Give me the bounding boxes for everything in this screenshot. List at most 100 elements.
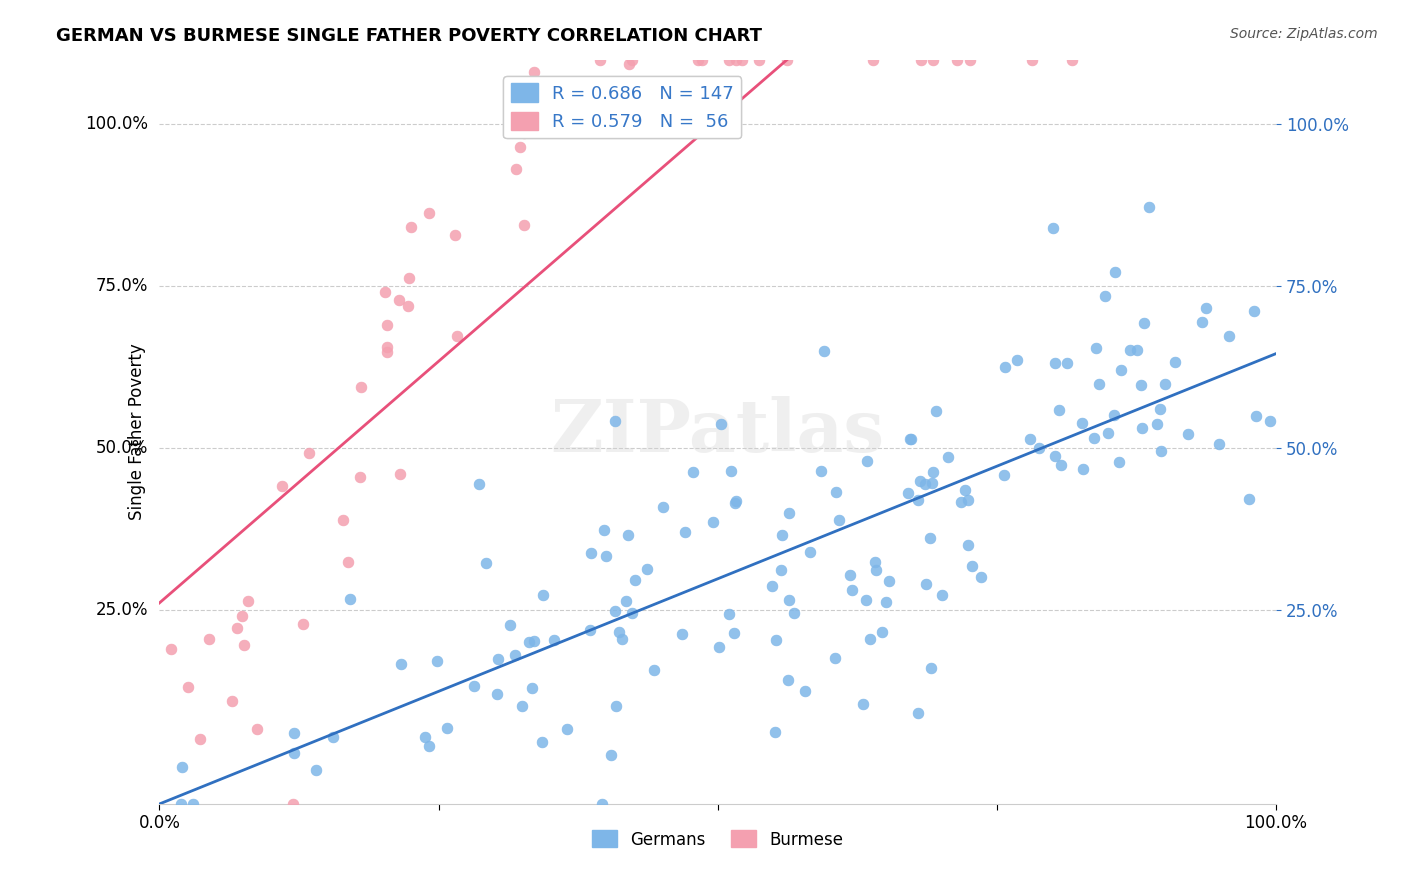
Point (682, 465, 704, 479)
Point (1244, 409, 1267, 423)
Point (605, 698, 627, 713)
Point (170, 760, 193, 774)
Point (609, 124, 631, 138)
Point (799, 545, 821, 559)
Point (898, 432, 921, 446)
Point (725, 493, 748, 508)
Text: 50.0%: 50.0% (96, 439, 148, 457)
Point (1139, 200, 1161, 214)
Point (852, 697, 875, 711)
Point (855, 592, 877, 607)
Point (1021, 53, 1043, 67)
Point (1070, 416, 1092, 430)
Point (1097, 425, 1119, 440)
Point (595, 549, 617, 563)
Point (1018, 433, 1040, 447)
Point (710, 417, 733, 431)
Point (778, 593, 800, 607)
Point (921, 475, 943, 490)
Point (707, 640, 730, 654)
Point (418, 205, 440, 219)
Point (624, 574, 647, 588)
Point (643, 663, 665, 677)
Point (188, 732, 211, 747)
Point (813, 343, 835, 358)
Text: 75.0%: 75.0% (96, 277, 148, 295)
Point (486, 652, 509, 666)
Point (513, 218, 536, 232)
Point (875, 595, 897, 609)
Point (1258, 414, 1281, 428)
Point (770, 528, 793, 542)
Point (1102, 408, 1125, 422)
Point (969, 570, 991, 584)
Point (1056, 356, 1078, 370)
Point (533, 588, 555, 602)
Point (463, 679, 485, 693)
Text: 25.0%: 25.0% (96, 601, 148, 619)
Point (283, 725, 305, 739)
Point (730, 53, 752, 67)
Point (920, 661, 942, 675)
Point (292, 616, 315, 631)
Point (336, 555, 359, 569)
Point (415, 730, 437, 744)
Point (399, 220, 422, 235)
Point (339, 592, 361, 607)
Point (591, 797, 613, 811)
Y-axis label: Single Father Poverty: Single Father Poverty (128, 343, 146, 520)
Point (607, 625, 630, 640)
Point (1218, 329, 1240, 343)
Point (389, 657, 412, 671)
Point (865, 563, 887, 577)
Point (568, 93, 591, 107)
Point (910, 53, 932, 67)
Point (350, 380, 373, 394)
Point (1083, 431, 1105, 445)
Point (388, 293, 411, 308)
Point (1118, 343, 1140, 357)
Point (723, 626, 745, 640)
Point (748, 53, 770, 67)
Point (475, 557, 498, 571)
Point (769, 563, 792, 577)
Point (170, 797, 193, 811)
Point (396, 299, 419, 313)
Point (959, 53, 981, 67)
Point (1208, 437, 1230, 451)
Point (925, 404, 948, 418)
Point (555, 722, 578, 736)
Point (1164, 354, 1187, 368)
Point (776, 673, 799, 687)
Point (907, 706, 929, 721)
Point (914, 477, 936, 491)
Point (374, 285, 396, 299)
Point (1042, 220, 1064, 235)
Point (1104, 264, 1126, 278)
Point (1191, 315, 1213, 329)
Point (510, 698, 533, 713)
Point (776, 53, 799, 67)
Point (910, 474, 932, 488)
Point (921, 53, 943, 67)
Point (765, 632, 787, 647)
Point (617, 56, 640, 70)
Point (271, 479, 294, 493)
Point (702, 515, 724, 529)
Point (436, 722, 458, 736)
Point (1094, 289, 1116, 303)
Point (281, 797, 304, 811)
Point (605, 414, 627, 428)
Point (332, 513, 354, 527)
Point (398, 271, 420, 285)
Point (1133, 316, 1156, 330)
Text: 100.0%: 100.0% (86, 115, 148, 133)
Point (793, 684, 815, 698)
Point (1050, 458, 1073, 473)
Point (523, 64, 546, 78)
Point (486, 687, 509, 701)
Point (533, 90, 555, 104)
Point (513, 126, 536, 140)
Point (763, 724, 786, 739)
Point (960, 559, 983, 574)
